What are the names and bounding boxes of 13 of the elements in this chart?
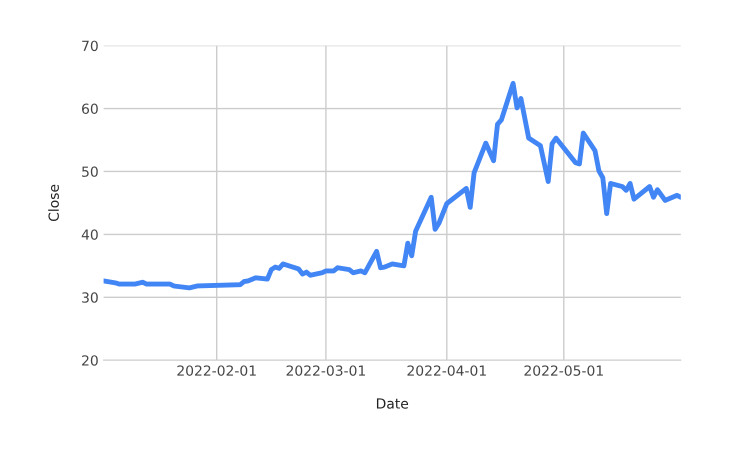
y-tick-label: 40 (82, 229, 98, 240)
x-tick-label: 2022-03-01 (286, 365, 365, 376)
x-tick-label: 2022-05-01 (524, 365, 603, 376)
x-tick-label: 2022-02-01 (177, 365, 256, 376)
x-axis-title: Date (376, 398, 408, 409)
y-tick-label: 60 (82, 103, 98, 114)
y-tick-label: 50 (82, 166, 98, 177)
y-tick-label: 20 (82, 355, 98, 366)
line-series (104, 80, 681, 290)
y-tick-label: 30 (82, 292, 98, 303)
x-tick-label: 2022-04-01 (407, 365, 486, 376)
y-axis-title: Close (48, 184, 59, 222)
y-tick-label: 70 (82, 40, 98, 52)
